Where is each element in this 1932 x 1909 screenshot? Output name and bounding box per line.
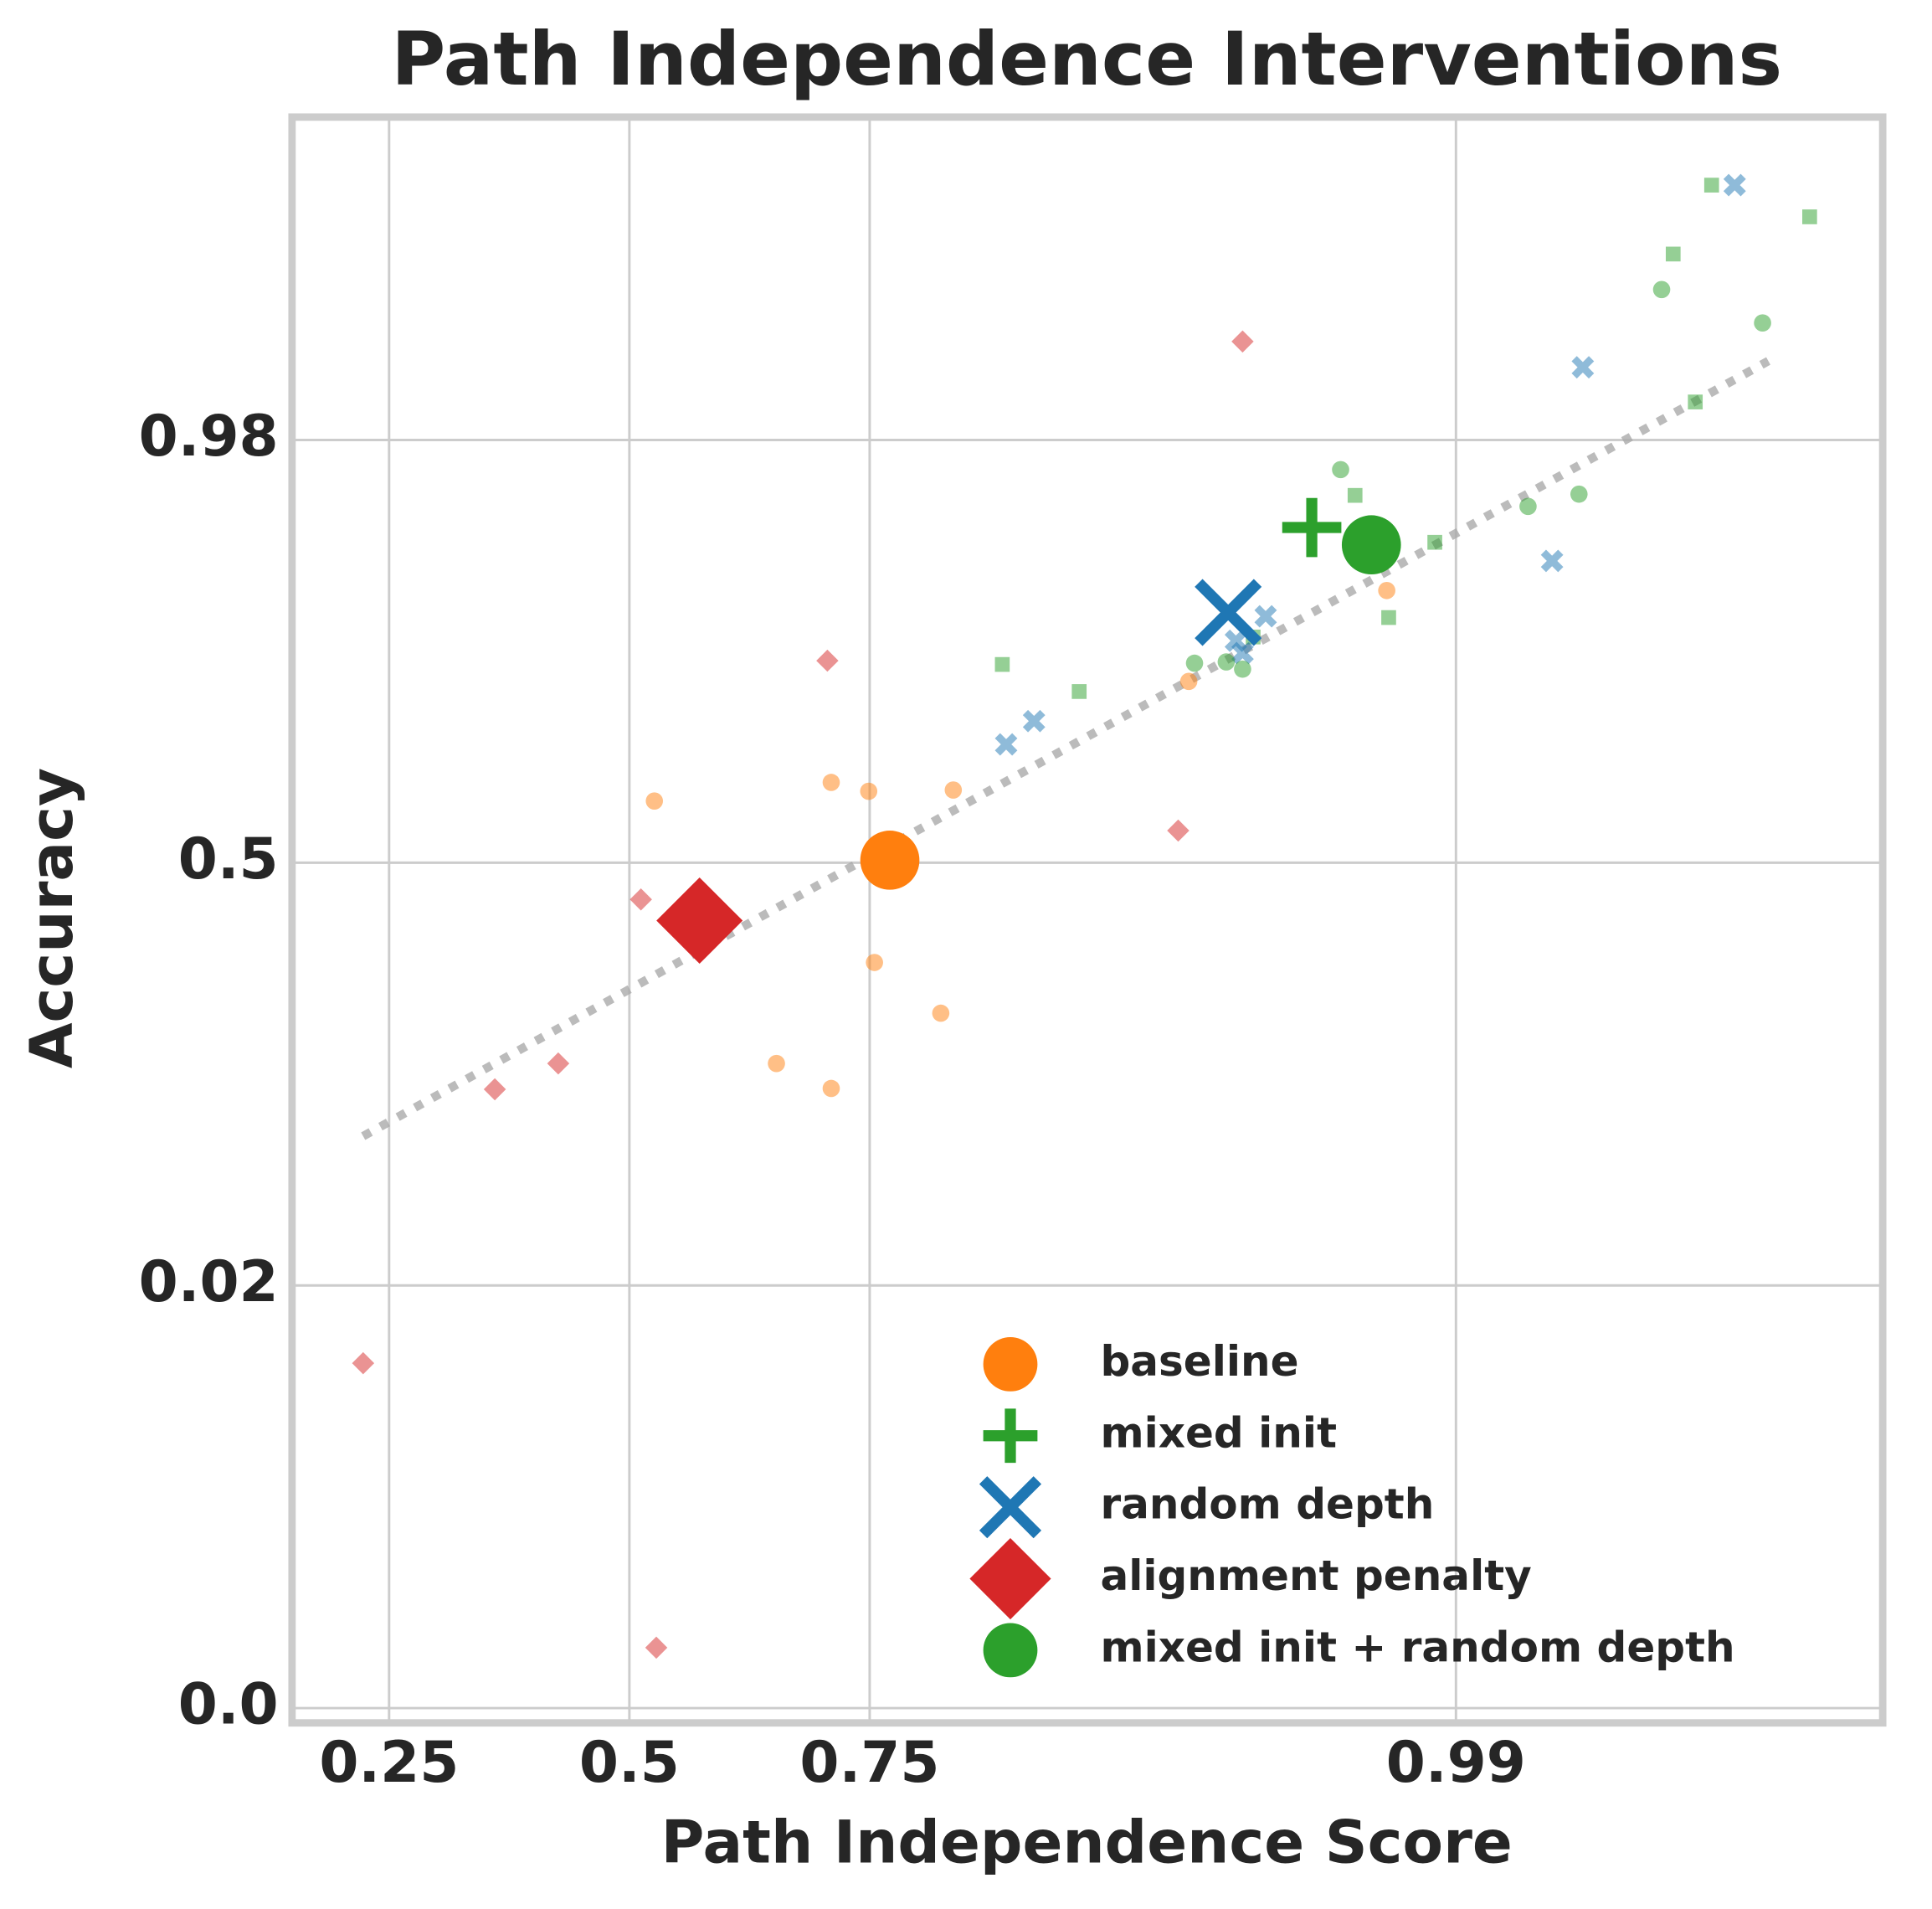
point [932, 1004, 950, 1022]
point [483, 1078, 506, 1101]
point [866, 954, 883, 971]
point [1665, 246, 1681, 262]
x-tick-label: 0.5 [579, 1729, 680, 1795]
legend-marker [983, 1623, 1038, 1678]
point [1378, 581, 1395, 599]
x-axis-label: Path Independence Score [661, 1807, 1513, 1876]
point [768, 1054, 785, 1073]
point [1427, 534, 1442, 550]
mean-marker [1195, 579, 1262, 646]
point [1519, 497, 1537, 516]
point [994, 656, 1010, 672]
legend-marker [983, 1408, 1038, 1464]
point [1224, 629, 1247, 652]
point [1652, 280, 1671, 299]
x-tick-label: 0.99 [1386, 1729, 1526, 1795]
plot-border [288, 113, 1887, 1727]
point [1347, 487, 1363, 503]
y-axis-label: Accuracy [17, 768, 86, 1068]
legend-marker [969, 1537, 1051, 1620]
point [1571, 356, 1595, 379]
mean-marker [1282, 497, 1342, 558]
point [1022, 709, 1046, 733]
legend-label: mixed init [1100, 1408, 1337, 1457]
legend-label: random depth [1100, 1480, 1434, 1529]
mean-marker [860, 831, 920, 890]
x-tick-label: 0.25 [319, 1729, 459, 1795]
point [1231, 330, 1254, 353]
y-tick-label: 0.5 [178, 826, 279, 892]
point [1754, 314, 1771, 332]
legend-label: mixed init + random depth [1100, 1623, 1734, 1671]
legend-label: baseline [1100, 1337, 1298, 1386]
legend-label: alignment penalty [1100, 1551, 1531, 1600]
point [860, 782, 878, 800]
point [645, 792, 664, 810]
legend-marker [983, 1337, 1038, 1392]
x-tick-label: 0.75 [799, 1729, 939, 1795]
point [1071, 684, 1087, 699]
point [1185, 654, 1204, 672]
point [1332, 461, 1349, 479]
mean-marker [656, 877, 743, 965]
point [822, 1079, 840, 1098]
y-tick-label: 0.0 [178, 1671, 279, 1737]
trend-line [361, 357, 1770, 1140]
point [1234, 660, 1251, 678]
point [816, 649, 839, 672]
point [994, 733, 1018, 756]
point [1254, 605, 1277, 628]
point [352, 1351, 375, 1375]
point [1570, 485, 1588, 503]
point [1802, 209, 1817, 224]
point [1231, 641, 1254, 665]
mean-marker [1341, 515, 1401, 575]
chart-title: Path Independence Interventions [391, 16, 1782, 102]
point [645, 1636, 668, 1659]
point [944, 781, 963, 799]
point [1217, 653, 1236, 671]
legend-marker [979, 1476, 1042, 1539]
point [1723, 173, 1746, 197]
point [1381, 610, 1396, 625]
point [1540, 549, 1564, 573]
point [1688, 394, 1703, 409]
point [547, 1052, 570, 1075]
y-tick-label: 0.02 [139, 1248, 279, 1315]
point [1167, 819, 1190, 842]
point [822, 774, 840, 791]
point [1179, 672, 1198, 691]
point [1703, 178, 1719, 193]
point [629, 888, 652, 911]
y-tick-label: 0.98 [139, 403, 279, 469]
